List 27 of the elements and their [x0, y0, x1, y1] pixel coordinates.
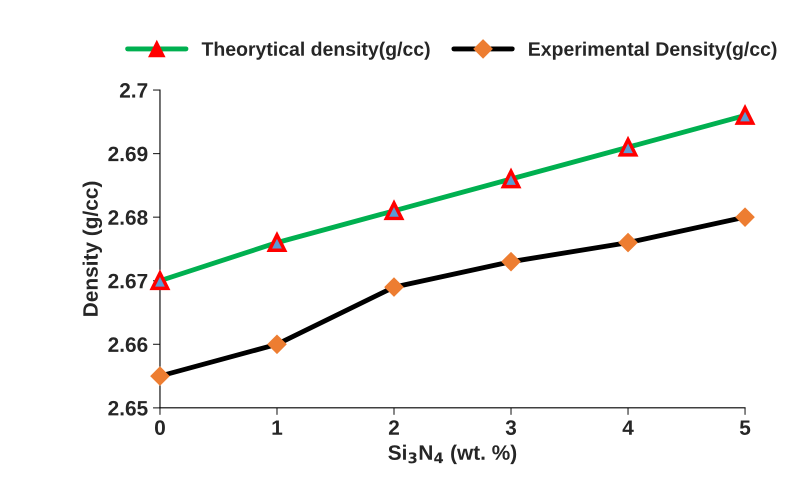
y-tick-label: 2.66	[108, 337, 148, 352]
point	[618, 233, 638, 252]
y-tick-label: 2.67	[108, 274, 148, 288]
x-tick-label: 4	[622, 420, 634, 435]
y-tick-label: 2.65	[108, 400, 148, 416]
point	[501, 252, 521, 272]
x-tick-label: 0	[155, 420, 165, 435]
x-tick-label: 3	[506, 420, 516, 436]
x-tick-label: 2	[388, 420, 399, 435]
point	[150, 366, 170, 386]
x-axis-title: Si$_{3}$N$_{4}$ (wt. %)	[388, 444, 516, 464]
point	[384, 201, 404, 220]
point	[618, 138, 638, 157]
point	[268, 233, 286, 252]
point	[384, 278, 404, 297]
x-tick-label: 1	[272, 420, 282, 435]
y-tick-label: 2.68	[108, 210, 148, 225]
y-tick-label: 2.7	[120, 83, 148, 98]
y-tick-label: 2.69	[108, 146, 148, 162]
point	[736, 208, 755, 227]
point	[502, 170, 520, 188]
legend-label: Experimental Density(g/cc)	[529, 42, 776, 60]
y-axis-title: Density (g/cc)	[82, 182, 102, 316]
point	[267, 334, 287, 354]
legend-label: Theorytical density(g/cc)	[202, 42, 430, 60]
point	[150, 271, 170, 290]
x-tick-label: 5	[740, 420, 750, 435]
